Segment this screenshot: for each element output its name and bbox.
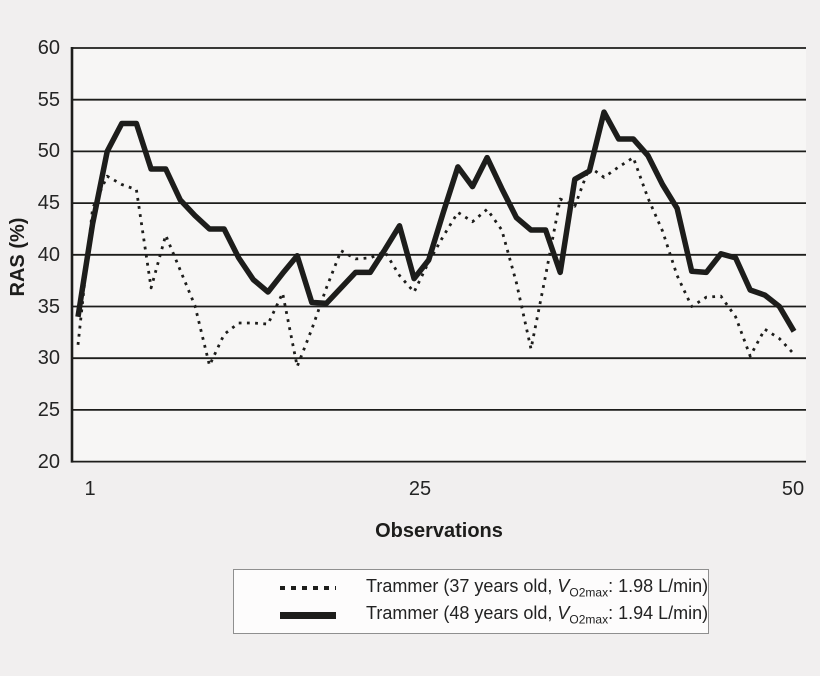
legend-label-48-suffix: : 1.94 L/min): [608, 603, 709, 624]
y-tick-label-20: 20: [37, 451, 60, 473]
y-tick-label-35: 35: [37, 296, 60, 318]
x-axis-title: Observations: [375, 520, 503, 542]
legend-label-37: Trammer (37 years old, VO2max: 1.98 L/mi…: [366, 576, 708, 600]
y-tick-label-30: 30: [37, 347, 60, 369]
dashed-line-sample: [280, 586, 336, 590]
y-tick-label-45: 45: [37, 192, 60, 214]
y-tick-label-55: 55: [37, 89, 60, 111]
x-tick-label-25: 25: [408, 478, 432, 500]
x-tick-label-1: 1: [84, 478, 96, 500]
legend-row-dashed: Trammer (37 years old, VO2max: 1.98 L/mi…: [234, 575, 708, 602]
series-solid: [75, 109, 797, 333]
legend-label-37-vsymbol: V: [557, 576, 570, 597]
plot-canvas: [70, 47, 806, 463]
y-tick-label-60: 60: [37, 37, 60, 59]
solid-line-sample: [280, 611, 336, 619]
legend-row-solid: Trammer (48 years old, VO2max: 1.94 L/mi…: [234, 602, 708, 629]
legend-label-37-suffix: : 1.98 L/min): [608, 576, 709, 597]
legend-label-48-prefix: Trammer (48 years old,: [366, 603, 558, 624]
legend: Trammer (37 years old, VO2max: 1.98 L/mi…: [233, 569, 709, 634]
legend-label-37-subscript: O2max: [569, 585, 609, 600]
y-tick-label-25: 25: [37, 399, 60, 421]
y-tick-label-40: 40: [37, 244, 60, 266]
legend-label-37-prefix: Trammer (37 years old,: [366, 576, 558, 597]
y-tick-label-50: 50: [37, 140, 60, 162]
series-dashed: [76, 156, 796, 368]
legend-label-48: Trammer (48 years old, VO2max: 1.94 L/mi…: [366, 603, 708, 627]
legend-label-48-subscript: O2max: [569, 612, 609, 627]
x-tick-label-50: 50: [781, 478, 805, 500]
legend-label-48-vsymbol: V: [557, 603, 570, 624]
